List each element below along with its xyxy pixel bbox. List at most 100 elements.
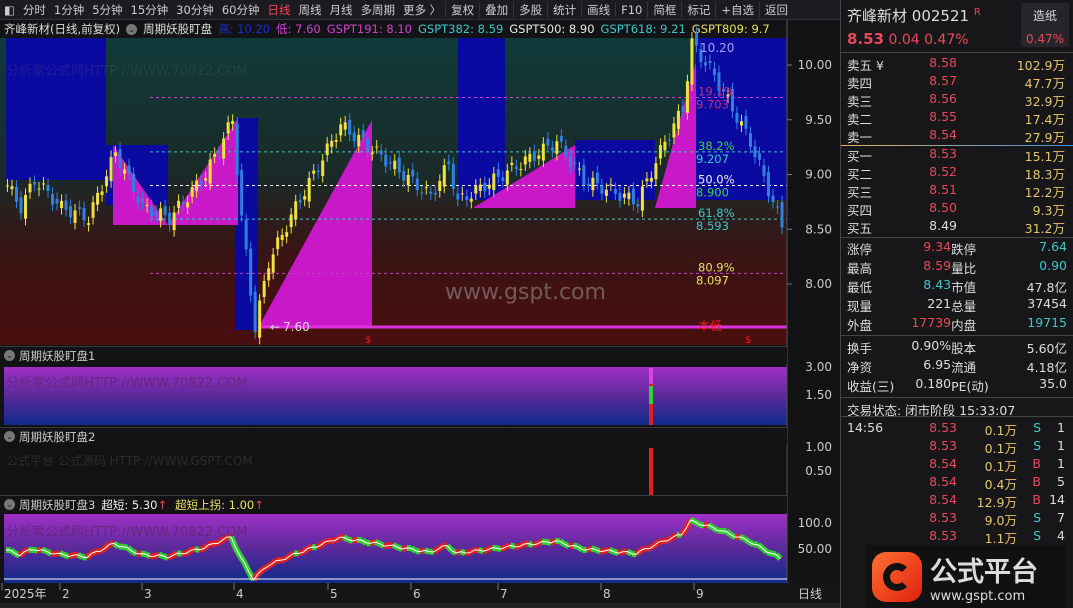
candle: [199, 180, 203, 185]
stock-code: 002521: [911, 7, 970, 25]
tick-price: 8.53: [929, 510, 957, 525]
candle: [726, 94, 730, 97]
level-price: 8.52: [929, 164, 957, 179]
candle: [325, 143, 329, 156]
tick-count: 1: [1057, 456, 1065, 471]
stat-label: 收益(三): [847, 379, 895, 394]
candle: [177, 200, 181, 208]
toolbar-item[interactable]: 更多 〉: [402, 2, 442, 17]
candle: [739, 121, 743, 126]
toolbar-item[interactable]: 标记: [681, 1, 715, 18]
candle: [672, 123, 676, 138]
tick-price: 8.53: [929, 420, 957, 435]
toolbar-item[interactable]: 简框: [647, 1, 681, 18]
legend-item: GSPT500: 8.90: [509, 22, 595, 36]
candle: [348, 119, 352, 135]
candle: [645, 178, 649, 182]
candle: [712, 68, 716, 76]
level-price: 8.58: [929, 55, 957, 70]
sector-name: 造纸: [1032, 9, 1057, 23]
toolbar-item[interactable]: F10: [615, 2, 647, 17]
stat-value: 19715: [1027, 315, 1068, 330]
toolbar-item[interactable]: 月线: [329, 2, 353, 17]
toolbar-item[interactable]: 统计: [547, 1, 581, 18]
level-volume: 18.3万: [1024, 167, 1065, 182]
layout-toggle-icon[interactable]: ◧: [4, 2, 15, 17]
tick-row: 8.54 0.4万 B 5: [847, 474, 1067, 492]
legend-item: GSPT382: 8.59: [418, 22, 504, 36]
candle: [6, 185, 9, 187]
level-label: 卖三: [847, 94, 873, 109]
chevron-down-icon[interactable]: ⌄: [4, 431, 15, 442]
candle: [487, 184, 491, 189]
period-label: 日线: [798, 587, 822, 601]
stat-value: 4.18亿: [1026, 360, 1068, 375]
stat-label: 换手: [847, 341, 873, 356]
stat-value: 9.34: [923, 239, 952, 254]
candle: [676, 110, 680, 129]
candle: [280, 234, 284, 240]
toolbar-item[interactable]: 60分钟: [221, 2, 260, 17]
toolbar-item[interactable]: 分时: [22, 2, 46, 17]
candle: [757, 153, 761, 160]
chevron-down-icon[interactable]: ⌄: [126, 23, 138, 35]
toolbar-item[interactable]: 多股: [513, 1, 547, 18]
toolbar-item[interactable]: 15分钟: [130, 2, 169, 17]
candle: [109, 157, 113, 182]
toolbar-item[interactable]: 5分钟: [92, 2, 123, 17]
stat-label: PE(动): [951, 379, 989, 394]
toolbar-item[interactable]: 返回: [759, 1, 793, 18]
signal-icon: $: [745, 335, 751, 346]
candle: [505, 170, 509, 185]
candle: [501, 177, 505, 182]
candle: [469, 198, 473, 202]
toolbar-item[interactable]: 画线: [581, 1, 615, 18]
sector-button[interactable]: 造纸 0.47%: [1021, 3, 1069, 47]
fib-pct: 61.8%: [698, 206, 735, 220]
stat-value: 47.8亿: [1026, 280, 1068, 295]
tick-row: 14:56 8.53 0.1万 S 1: [847, 420, 1067, 438]
chevron-down-icon[interactable]: ⌄: [4, 350, 15, 361]
tick-time: 14:56: [847, 420, 884, 435]
toolbar-item[interactable]: 多周期: [360, 2, 395, 17]
candle: [523, 156, 527, 165]
signal-icon: $: [365, 335, 371, 346]
pane2-title: 周期妖股盯盘2: [19, 429, 96, 444]
bid-row: 买三 8.51 12.2万: [847, 182, 1067, 200]
pane2-tick: 1.00: [805, 440, 832, 454]
pane1-bg: [4, 367, 787, 425]
candle: [586, 183, 590, 186]
toolbar-item[interactable]: 周线: [298, 2, 322, 17]
kline-chart[interactable]: 10.20 ← 7.60 19.1%9.703 38.2%9.207 50.0%8.900…: [0, 0, 840, 608]
candle: [172, 212, 176, 231]
candle: [438, 181, 442, 192]
level-price: 8.51: [929, 182, 957, 197]
candle: [64, 200, 68, 210]
month-label: 4: [236, 587, 244, 601]
candle: [622, 193, 626, 198]
toolbar-item[interactable]: 叠加: [479, 1, 513, 18]
toolbar-item[interactable]: +自选: [715, 1, 759, 18]
toolbar-item[interactable]: 30分钟: [176, 2, 214, 17]
stat-label: 跌停: [951, 242, 977, 257]
candle: [208, 159, 212, 184]
candle: [636, 204, 640, 207]
toolbar-item[interactable]: 日线: [267, 2, 291, 17]
pane1-header: ⌄ 周期妖股盯盘1: [0, 346, 787, 364]
scrollbar[interactable]: [0, 603, 840, 608]
candle: [577, 168, 581, 170]
chevron-down-icon[interactable]: ⌄: [4, 499, 15, 510]
candle: [595, 172, 599, 184]
toolbar-item[interactable]: 复权: [445, 1, 479, 18]
candle: [231, 120, 235, 125]
zone-triangle: [168, 118, 238, 225]
toolbar-item[interactable]: 1分钟: [53, 2, 85, 17]
candle: [780, 202, 784, 228]
candle: [406, 174, 410, 186]
tick-volume: 9.0万: [984, 513, 1017, 528]
level-label: 卖五 ¥: [847, 58, 884, 73]
candle: [105, 176, 109, 187]
stat-row: 净资 6.95 流通 4.18亿: [847, 357, 1067, 375]
candle: [163, 206, 167, 216]
candle: [271, 254, 275, 273]
